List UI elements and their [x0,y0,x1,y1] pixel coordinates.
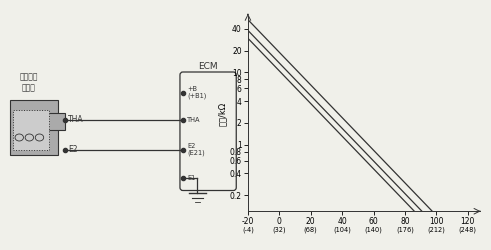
Text: E2: E2 [68,146,78,154]
Text: 进气温度
传感器: 进气温度 传感器 [20,72,38,92]
Bar [13,110,49,150]
Ellipse shape [15,134,24,141]
FancyBboxPatch shape [180,72,236,190]
Text: (104): (104) [333,227,351,233]
Y-axis label: 电阻/kΩ: 电阻/kΩ [218,102,227,126]
Bar [10,100,58,155]
Text: (-4): (-4) [242,227,254,233]
Text: (68): (68) [304,227,318,233]
Text: (32): (32) [273,227,286,233]
Text: THA: THA [68,116,83,124]
Text: (176): (176) [396,227,414,233]
Text: (212): (212) [427,227,445,233]
Ellipse shape [35,134,44,141]
Text: +B
(+B1): +B (+B1) [187,86,207,99]
Text: ECM: ECM [198,62,218,71]
Text: (248): (248) [459,227,477,233]
Text: (140): (140) [365,227,382,233]
Text: E1: E1 [187,174,195,180]
Text: THA: THA [187,117,201,123]
Bar [48,112,65,130]
Ellipse shape [25,134,33,141]
Text: E2
(E21): E2 (E21) [187,144,205,156]
